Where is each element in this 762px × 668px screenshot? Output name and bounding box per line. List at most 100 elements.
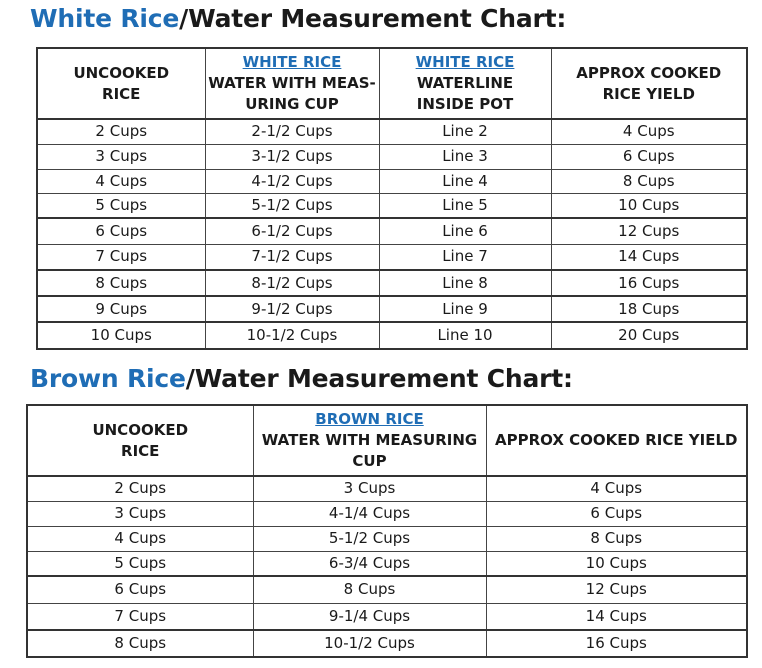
white-header-cell: WHITE RICE WATERLINE INSIDE POT (378, 47, 552, 120)
table-cell: 8-1/2 Cups (204, 269, 380, 297)
table-cell: 9 Cups (36, 295, 206, 323)
white-rice-chart-title: White Rice/Water Measurement Chart: (30, 6, 566, 31)
table-cell: 4-1/2 Cups (204, 168, 380, 194)
table-cell: Line 3 (378, 143, 552, 170)
table-row: 5 Cups 6-3/4 Cups 10 Cups (26, 550, 748, 577)
table-row: 4 Cups 5-1/2 Cups 8 Cups (26, 525, 748, 552)
brown-header-link: BROWN RICE (315, 410, 424, 428)
table-cell: 7-1/2 Cups (204, 243, 380, 271)
table-cell: 2-1/2 Cups (204, 118, 380, 145)
brown-header-text: APPROX COOKED RICE YIELD (494, 431, 738, 449)
table-cell: 6 Cups (550, 143, 748, 170)
white-header-text: UNCOOKED (73, 63, 170, 82)
table-row: 2 Cups 3 Cups 4 Cups (26, 475, 748, 502)
white-rice-title-rest: /Water Measurement Chart: (179, 4, 567, 33)
white-header-text: WATERLINE (416, 74, 514, 92)
brown-header-text: RICE (121, 441, 160, 460)
table-cell: 6-3/4 Cups (252, 550, 487, 577)
table-cell: 10 Cups (36, 321, 206, 350)
brown-table-header-row: UNCOOKED RICE BROWN RICE WATER WITH MEASURI… (26, 404, 748, 477)
table-cell: 2 Cups (26, 475, 254, 502)
table-cell: 4-1/4 Cups (252, 500, 487, 527)
table-cell: 4 Cups (550, 118, 748, 145)
brown-rice-table: UNCOOKED RICE BROWN RICE WATER WITH MEASURI… (26, 404, 748, 658)
table-row: 9 Cups 9-1/2 Cups Line 9 18 Cups (36, 295, 748, 323)
white-header-cell: WHITE RICE WATER WITH MEAS- URING CUP (204, 47, 380, 120)
table-row: 6 Cups 6-1/2 Cups Line 6 12 Cups (36, 217, 748, 245)
table-cell: 5-1/2 Cups (252, 525, 487, 552)
table-cell: 9-1/2 Cups (204, 295, 380, 323)
brown-rice-title-accent: Brown Rice (30, 364, 186, 393)
table-cell: 8 Cups (252, 575, 487, 604)
white-header-link: WHITE RICE (415, 53, 515, 71)
white-header-text: RICE (102, 84, 141, 103)
brown-rice-title-rest: /Water Measurement Chart: (185, 364, 573, 393)
table-cell: 8 Cups (36, 269, 206, 297)
table-cell: 14 Cups (485, 602, 748, 631)
table-cell: 20 Cups (550, 321, 748, 350)
table-cell: 10 Cups (485, 550, 748, 577)
table-cell: 3-1/2 Cups (204, 143, 380, 170)
table-cell: 9-1/4 Cups (252, 602, 487, 631)
table-cell: Line 2 (378, 118, 552, 145)
table-cell: 8 Cups (550, 168, 748, 194)
table-cell: 2 Cups (36, 118, 206, 145)
brown-header-cell: APPROX COOKED RICE YIELD (485, 404, 748, 477)
table-cell: 4 Cups (26, 525, 254, 552)
brown-header-text: UNCOOKED (92, 420, 189, 439)
table-cell: 16 Cups (485, 629, 748, 658)
table-cell: 10-1/2 Cups (204, 321, 380, 350)
table-row: 7 Cups 7-1/2 Cups Line 7 14 Cups (36, 243, 748, 271)
table-row: 8 Cups 10-1/2 Cups 16 Cups (26, 629, 748, 658)
brown-table-body: 2 Cups 3 Cups 4 Cups 3 Cups 4-1/4 Cups 6 Cups… (26, 475, 748, 658)
brown-header-text: WATER WITH MEASURING (261, 431, 478, 449)
white-header-text: WATER WITH MEAS- (208, 74, 376, 92)
table-cell: 4 Cups (36, 168, 206, 194)
table-cell: 12 Cups (550, 217, 748, 245)
table-cell: Line 5 (378, 192, 552, 219)
table-row: 7 Cups 9-1/4 Cups 14 Cups (26, 602, 748, 631)
table-cell: 7 Cups (36, 243, 206, 271)
table-cell: 18 Cups (550, 295, 748, 323)
brown-header-cell: UNCOOKED RICE (26, 404, 254, 477)
table-row: 10 Cups 10-1/2 Cups Line 10 20 Cups (36, 321, 748, 350)
brown-header-cell: BROWN RICE WATER WITH MEASURING CUP (252, 404, 487, 477)
table-cell: Line 6 (378, 217, 552, 245)
white-header-cell: APPROX COOKED RICE YIELD (550, 47, 748, 120)
table-cell: 4 Cups (485, 475, 748, 502)
table-cell: Line 7 (378, 243, 552, 271)
table-row: 6 Cups 8 Cups 12 Cups (26, 575, 748, 604)
table-cell: 3 Cups (252, 475, 487, 502)
table-cell: 10-1/2 Cups (252, 629, 487, 658)
white-header-cell: UNCOOKED RICE (36, 47, 206, 120)
table-cell: 6 Cups (26, 575, 254, 604)
table-row: 8 Cups 8-1/2 Cups Line 8 16 Cups (36, 269, 748, 297)
table-cell: 16 Cups (550, 269, 748, 297)
white-rice-table: UNCOOKED RICE WHITE RICE WATER WITH MEAS- UR… (36, 47, 748, 350)
table-cell: Line 8 (378, 269, 552, 297)
table-cell: 8 Cups (485, 525, 748, 552)
table-cell: 6 Cups (485, 500, 748, 527)
brown-rice-chart-title: Brown Rice/Water Measurement Chart: (30, 366, 573, 391)
table-cell: 7 Cups (26, 602, 254, 631)
table-cell: 6 Cups (36, 217, 206, 245)
white-table-header-row: UNCOOKED RICE WHITE RICE WATER WITH MEAS- UR… (36, 47, 748, 120)
table-cell: 12 Cups (485, 575, 748, 604)
brown-header-text: CUP (352, 452, 387, 470)
table-cell: 5-1/2 Cups (204, 192, 380, 219)
white-header-link: WHITE RICE (242, 53, 342, 71)
table-cell: Line 9 (378, 295, 552, 323)
white-header-text: URING CUP (245, 95, 339, 113)
table-cell: 5 Cups (26, 550, 254, 577)
table-cell: 14 Cups (550, 243, 748, 271)
table-cell: 8 Cups (26, 629, 254, 658)
table-cell: 5 Cups (36, 192, 206, 219)
table-cell: 3 Cups (26, 500, 254, 527)
table-cell: Line 4 (378, 168, 552, 194)
white-header-text: APPROX COOKED (576, 63, 722, 82)
white-rice-title-accent: White Rice (30, 4, 180, 33)
